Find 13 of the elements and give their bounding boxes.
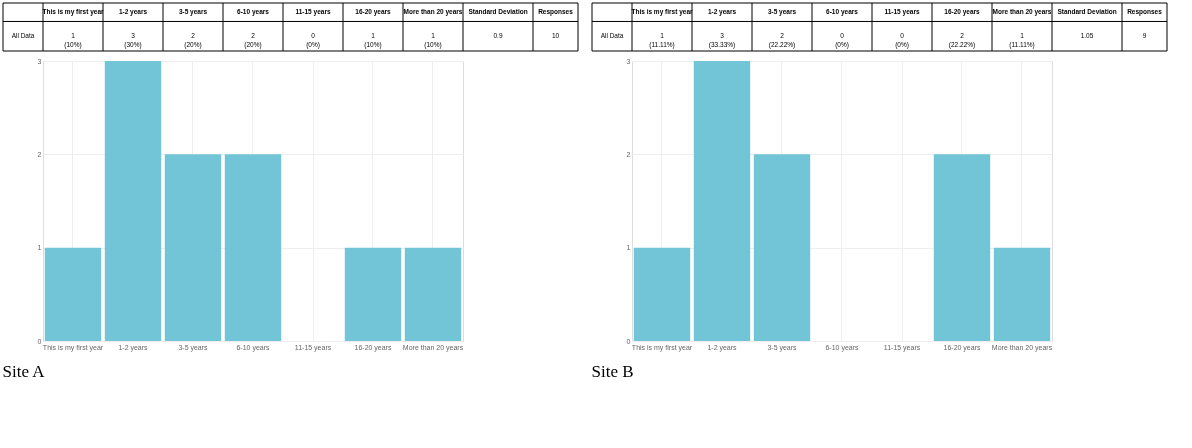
bar <box>344 247 402 341</box>
bar <box>44 247 102 341</box>
bar <box>404 247 462 341</box>
text: Site A <box>2 362 46 381</box>
bar <box>633 247 691 341</box>
bar <box>993 247 1051 341</box>
bar <box>224 154 282 341</box>
text: Site B <box>591 362 634 381</box>
bar <box>693 61 751 341</box>
bar <box>753 154 811 341</box>
bar <box>164 154 222 341</box>
bar <box>933 154 991 341</box>
bar <box>104 61 162 341</box>
